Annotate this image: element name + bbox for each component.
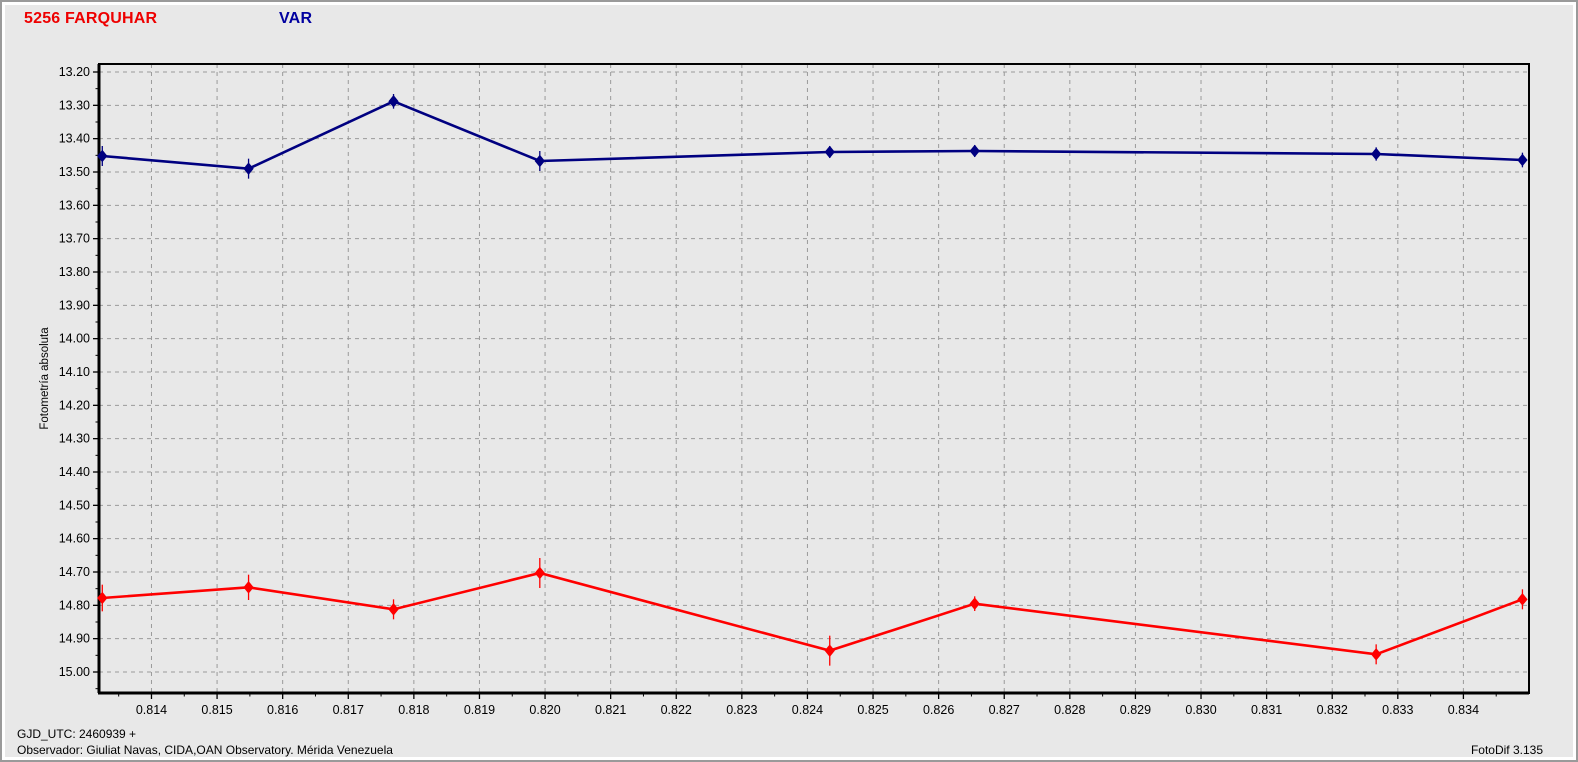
- y-tick-label: 13.20: [59, 65, 90, 79]
- x-tick-label: 0.830: [1185, 703, 1216, 717]
- data-point-var: [534, 154, 545, 168]
- y-tick-label: 13.80: [59, 265, 90, 279]
- data-point-5256-farquhar: [388, 603, 399, 616]
- y-tick-label: 14.20: [59, 398, 90, 412]
- y-tick-label: 13.70: [59, 232, 90, 246]
- y-tick-label: 14.60: [59, 532, 90, 546]
- y-tick-label: 14.00: [59, 332, 90, 346]
- data-point-5256-farquhar: [969, 597, 980, 610]
- x-tick-label: 0.826: [923, 703, 954, 717]
- object-title: 5256 FARQUHAR: [24, 10, 158, 27]
- y-tick-label: 15.00: [59, 665, 90, 679]
- data-point-5256-farquhar: [243, 581, 254, 594]
- y-tick-label: 13.30: [59, 98, 90, 112]
- var-title: VAR: [279, 10, 313, 27]
- plot-frame: [98, 63, 1530, 694]
- x-tick-label: 0.832: [1317, 703, 1348, 717]
- data-point-5256-farquhar: [1517, 593, 1528, 606]
- y-tick-label: 14.50: [59, 498, 90, 512]
- y-tick-label: 14.80: [59, 598, 90, 612]
- data-point-var: [1371, 147, 1382, 161]
- data-point-5256-farquhar: [1371, 648, 1382, 661]
- y-tick-label: 13.40: [59, 132, 90, 146]
- y-tick-label: 14.70: [59, 565, 90, 579]
- data-point-5256-farquhar: [534, 566, 545, 580]
- y-tick-label: 14.10: [59, 365, 90, 379]
- data-point-5256-farquhar: [97, 591, 108, 605]
- x-tick-label: 0.829: [1120, 703, 1151, 717]
- x-tick-label: 0.817: [333, 703, 364, 717]
- observer-label: Observador: Giuliat Navas, CIDA,OAN Obse…: [17, 743, 393, 757]
- series-line-5256-farquhar: [102, 571, 1523, 656]
- data-point-var: [969, 144, 980, 158]
- x-tick-label: 0.827: [989, 703, 1020, 717]
- data-point-var: [388, 95, 399, 108]
- y-tick-label: 13.50: [59, 165, 90, 179]
- data-point-var: [243, 162, 254, 175]
- x-tick-label: 0.823: [726, 703, 757, 717]
- x-tick-label: 0.818: [398, 703, 429, 717]
- x-tick-label: 0.816: [267, 703, 298, 717]
- data-point-var: [824, 145, 835, 159]
- x-tick-label: 0.824: [792, 703, 823, 717]
- gjd-utc-label: GJD_UTC: 2460939 +: [17, 727, 137, 741]
- x-tick-label: 0.834: [1448, 703, 1479, 717]
- x-tick-label: 0.831: [1251, 703, 1282, 717]
- x-tick-label: 0.814: [136, 703, 167, 717]
- y-tick-label: 13.60: [59, 198, 90, 212]
- y-tick-label: 13.90: [59, 298, 90, 312]
- y-axis-title: Fotometría absoluta: [39, 327, 51, 430]
- y-tick-label: 14.40: [59, 465, 90, 479]
- y-tick-label: 14.30: [59, 432, 90, 446]
- software-version-label: FotoDif 3.135: [1470, 743, 1543, 757]
- x-tick-label: 0.819: [464, 703, 495, 717]
- x-tick-label: 0.825: [857, 703, 888, 717]
- data-point-var: [97, 149, 108, 163]
- y-tick-label: 14.90: [59, 632, 90, 646]
- series-line-var: [102, 99, 1523, 170]
- x-tick-label: 0.828: [1054, 703, 1085, 717]
- x-tick-label: 0.815: [201, 703, 232, 717]
- x-tick-label: 0.821: [595, 703, 626, 717]
- data-point-5256-farquhar: [824, 644, 835, 657]
- data-point-var: [1517, 153, 1528, 167]
- x-tick-label: 0.820: [529, 703, 560, 717]
- x-tick-label: 0.833: [1382, 703, 1413, 717]
- x-tick-label: 0.822: [661, 703, 692, 717]
